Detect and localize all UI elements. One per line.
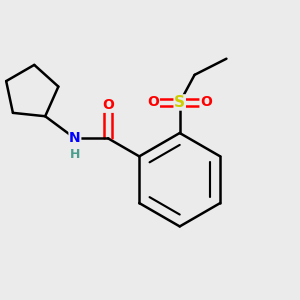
Text: O: O — [200, 95, 212, 110]
Text: S: S — [174, 95, 185, 110]
Text: H: H — [70, 148, 80, 161]
Text: N: N — [69, 131, 81, 145]
Text: O: O — [102, 98, 114, 112]
Text: O: O — [148, 95, 159, 110]
